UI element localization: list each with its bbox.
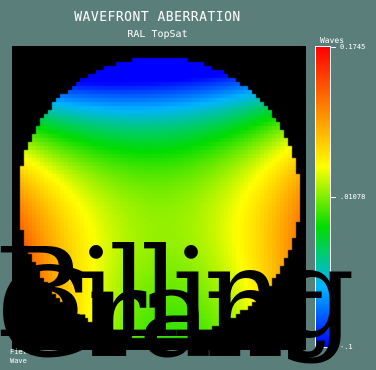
wavefront-map (12, 46, 306, 350)
colorbar (315, 46, 331, 348)
colorbar-title: Waves (319, 36, 345, 45)
colorbar-tick (331, 197, 336, 199)
field-label: Field (10, 348, 32, 356)
chart-title: WAVEFRONT ABERRATION (74, 10, 241, 25)
colorbar-tick (331, 47, 336, 48)
colorbar-tick-label: -.1 (340, 343, 353, 351)
wavefront-heatmap (12, 46, 306, 350)
colorbar-tick (331, 347, 336, 348)
chart-subtitle: RAL TopSat (127, 29, 188, 40)
colorbar-tick-label: 0.1745 (340, 43, 366, 51)
colorbar-tick-label: .01078 (340, 193, 366, 202)
wave-label: Wave (10, 357, 27, 365)
